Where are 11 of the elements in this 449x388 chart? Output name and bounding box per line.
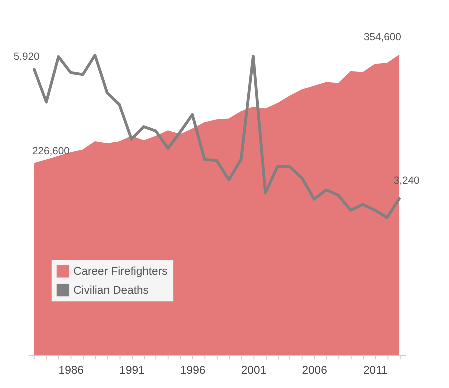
x-tick-label: 2011 — [364, 364, 388, 377]
x-tick-label: 2001 — [241, 364, 267, 377]
x-tick-label: 2006 — [302, 364, 328, 377]
data-label: 354,600 — [364, 32, 402, 44]
series-label: Career Firefighters — [74, 266, 168, 278]
data-label: 5,920 — [14, 52, 40, 63]
x-tick-label: 1991 — [120, 364, 145, 377]
x-tick-label: 1986 — [58, 364, 84, 377]
data-label: 226,600 — [32, 146, 70, 158]
legend-label: Civilian Deaths — [74, 285, 150, 298]
x-tick-label: 1996 — [180, 364, 206, 377]
